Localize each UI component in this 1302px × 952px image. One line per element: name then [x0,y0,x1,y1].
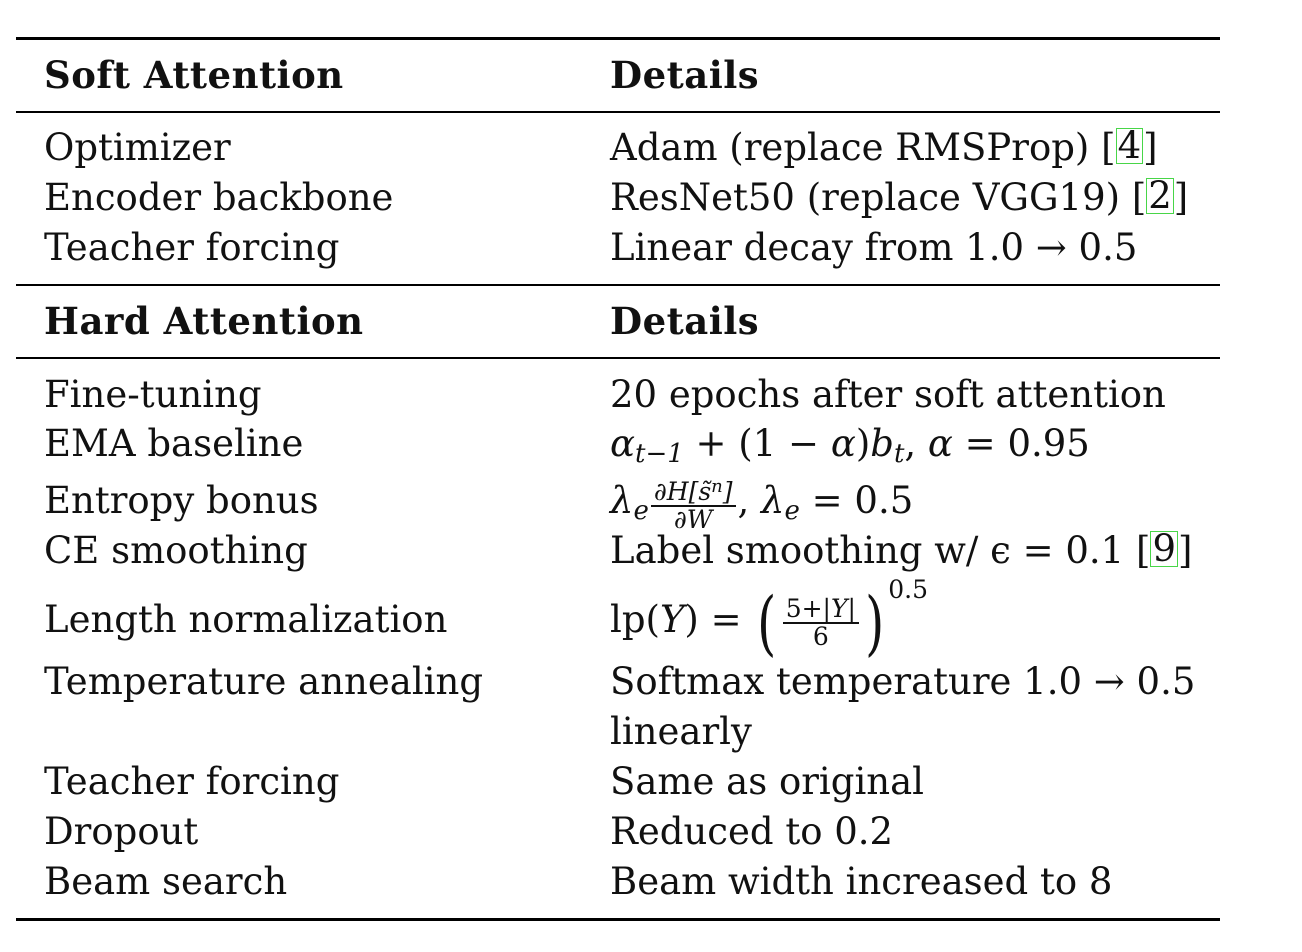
citation-bracket-close: ] [1143,126,1158,169]
citation-link[interactable]: 9 [1150,527,1178,570]
citation-bracket-close: ] [1177,529,1193,572]
header-rule [16,111,1220,113]
top-rule [16,37,1220,40]
row-detail: Adam (replace RMSProp) [4] [610,126,1158,170]
citation-link[interactable]: 2 [1146,174,1174,217]
bottom-rule [16,918,1220,921]
row-label: Length normalization [44,598,448,641]
row-detail: Beam width increased to 8 [610,860,1113,903]
column-header-details: Details [610,53,760,97]
row-detail: ResNet50 (replace VGG19) [2] [610,176,1188,220]
row-label: Temperature annealing [44,660,484,703]
column-header-details: Details [610,299,760,343]
length-norm-formula: lp(Y) = (5+|Y| 6) 0.5 [610,575,928,664]
ema-formula: αt−1 + (1 − α)bt, α = 0.95 [610,422,1090,469]
section-rule [16,284,1220,286]
entropy-formula: λe ∂H[s̃n] ∂W, λe = 0.5 [610,476,914,534]
row-detail: 20 epochs after soft attention [610,373,1166,416]
row-label: Encoder backbone [44,176,394,219]
row-detail: Same as original [610,760,924,803]
section-header-hard-attention: Hard Attention [44,299,364,343]
row-detail: Softmax temperature 1.0 → 0.5 [610,660,1196,703]
row-label: EMA baseline [44,422,304,465]
row-label: CE smoothing [44,529,308,572]
detail-text: Label smoothing w/ ϵ = 0.1 [610,529,1136,572]
section-header-soft-attention: Soft Attention [44,53,344,97]
row-label: Optimizer [44,126,231,169]
row-detail: Label smoothing w/ ϵ = 0.1 [9] [610,529,1192,573]
citation-bracket-open: [ [1101,126,1116,169]
citation-bracket-open: [ [1131,176,1147,219]
header-rule [16,357,1220,359]
row-detail: Reduced to 0.2 [610,810,894,853]
row-label: Beam search [44,860,288,903]
row-label: Teacher forcing [44,760,340,803]
citation-bracket-close: ] [1173,176,1189,219]
row-detail-continued: linearly [610,710,752,753]
citation-link[interactable]: 4 [1115,124,1144,167]
detail-text: Adam (replace RMSProp) [610,126,1102,169]
detail-text: ResNet50 (replace VGG19) [610,176,1132,219]
citation-bracket-open: [ [1136,529,1151,572]
row-label: Entropy bonus [44,479,319,522]
row-label: Teacher forcing [44,226,340,269]
row-label: Dropout [44,810,199,853]
row-detail: Linear decay from 1.0 → 0.5 [610,226,1138,269]
row-label: Fine-tuning [44,373,262,416]
